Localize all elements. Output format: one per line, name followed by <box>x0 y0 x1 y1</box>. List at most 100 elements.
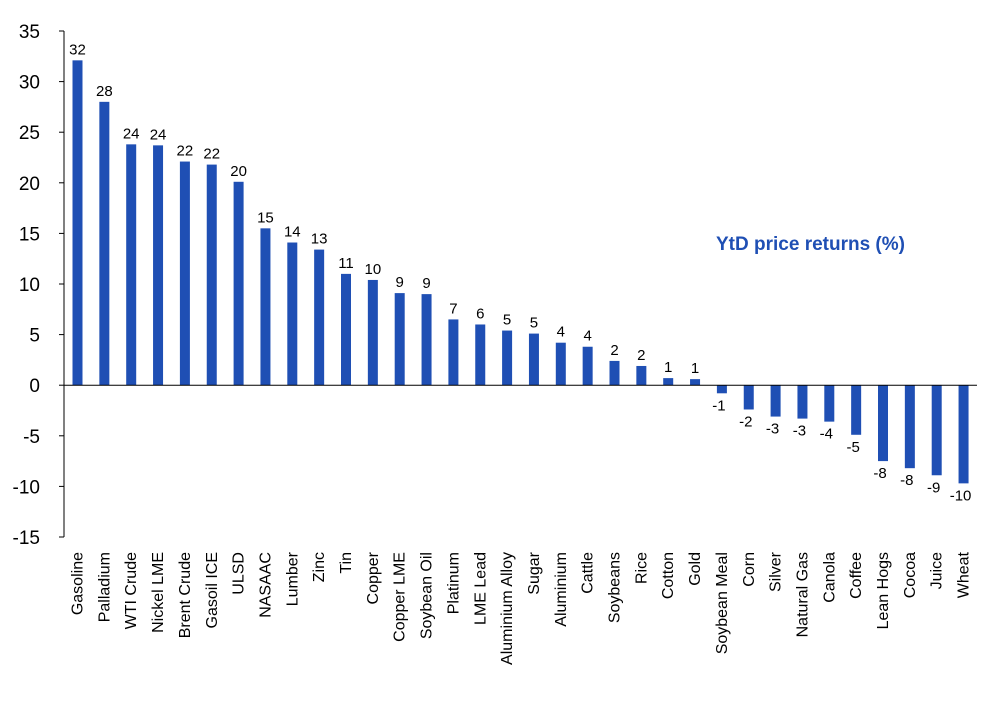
data-label: 4 <box>583 328 591 345</box>
y-tick-label: -5 <box>23 427 40 448</box>
bar <box>716 385 727 394</box>
data-label: 24 <box>123 125 140 142</box>
y-tick-label: 5 <box>29 326 40 347</box>
bars-group <box>72 60 969 484</box>
category-label: ULSD <box>231 552 248 595</box>
bar <box>770 385 781 417</box>
data-label: 24 <box>150 126 167 143</box>
data-label: 14 <box>284 224 301 241</box>
y-tick-label: 25 <box>19 123 40 144</box>
category-label: Lumber <box>284 551 301 606</box>
data-label: 4 <box>557 324 565 341</box>
bar <box>797 385 808 419</box>
data-label: -1 <box>712 397 725 414</box>
data-label: 28 <box>96 83 113 100</box>
bar <box>824 385 835 422</box>
category-label: Palladium <box>96 552 113 622</box>
bar <box>582 346 593 386</box>
y-tick-label: 0 <box>29 376 40 397</box>
data-label: -9 <box>927 479 940 496</box>
bar <box>931 385 942 476</box>
data-label: 13 <box>311 231 328 248</box>
data-label: 22 <box>177 143 194 160</box>
data-label: -8 <box>873 465 886 482</box>
category-label: Soybean Oil <box>419 552 436 639</box>
category-label: Corn <box>741 552 758 587</box>
category-label: Natural Gas <box>794 552 811 637</box>
data-label: 2 <box>610 342 618 359</box>
bar <box>126 144 137 386</box>
data-label: -2 <box>739 413 752 430</box>
category-label: Canola <box>821 552 838 603</box>
bar <box>609 360 620 386</box>
bar <box>260 228 271 386</box>
data-label: 32 <box>69 41 86 58</box>
data-label: 5 <box>530 315 538 332</box>
data-label: -4 <box>820 426 833 443</box>
data-label: 20 <box>230 163 247 180</box>
bar <box>878 385 888 462</box>
data-label: -10 <box>950 487 972 504</box>
data-label: 9 <box>422 275 430 292</box>
category-label: Silver <box>768 551 785 592</box>
category-label: Rice <box>633 552 650 584</box>
category-label: Nickel LME <box>150 552 167 633</box>
data-label: 9 <box>396 274 404 291</box>
category-label: WTI Crude <box>123 552 140 629</box>
category-label: Gasoline <box>70 552 87 615</box>
bar <box>502 330 513 386</box>
category-label: Brent Crude <box>177 552 194 638</box>
y-tick-label: 15 <box>19 224 40 245</box>
y-tick-label: 20 <box>19 174 40 195</box>
data-label: 10 <box>365 261 382 278</box>
bar <box>528 333 539 386</box>
bar <box>341 273 351 386</box>
bar <box>99 101 110 386</box>
chart-title: YtD price returns (%) <box>716 234 905 255</box>
category-label: Zinc <box>311 552 328 582</box>
bar <box>448 319 459 386</box>
bar <box>394 293 405 386</box>
category-label: Aluminium Alloy <box>499 552 516 665</box>
bar <box>153 145 164 386</box>
data-label: 22 <box>203 146 220 163</box>
category-label: NASAAC <box>257 552 274 618</box>
category-label: Copper <box>365 551 382 604</box>
category-label: Soybeans <box>607 552 624 623</box>
bar <box>555 342 566 386</box>
bar <box>367 279 378 386</box>
category-label: Copper LME <box>392 552 409 642</box>
y-tick-label: -10 <box>13 477 40 498</box>
y-tick-label: -15 <box>13 528 40 549</box>
category-label: Gasoil ICE <box>204 552 221 628</box>
bar <box>904 385 915 469</box>
bar <box>690 379 701 386</box>
data-label: 15 <box>257 209 274 226</box>
bar <box>958 385 969 484</box>
y-tick-label: 30 <box>19 73 40 94</box>
data-label: 1 <box>691 360 699 377</box>
category-label: Tin <box>338 552 355 574</box>
data-label: -8 <box>900 472 913 489</box>
category-label: Cocoa <box>902 552 919 598</box>
category-label: Coffee <box>848 552 865 599</box>
data-label: -3 <box>793 423 806 440</box>
category-label: Lean Hogs <box>875 552 892 629</box>
category-label: Gold <box>687 552 704 586</box>
bar <box>636 365 647 386</box>
data-label: 6 <box>476 305 484 322</box>
category-label: Wheat <box>956 551 973 598</box>
y-tick-label: 35 <box>19 22 40 43</box>
category-label: Soybean Meal <box>714 552 731 654</box>
bar <box>206 164 217 386</box>
data-label: 1 <box>664 359 672 376</box>
category-label: Cattle <box>580 552 597 594</box>
bar <box>287 242 298 386</box>
bar <box>475 324 486 386</box>
category-label: Cotton <box>660 552 677 599</box>
category-label: Juice <box>929 552 946 589</box>
data-label: -5 <box>846 439 859 456</box>
